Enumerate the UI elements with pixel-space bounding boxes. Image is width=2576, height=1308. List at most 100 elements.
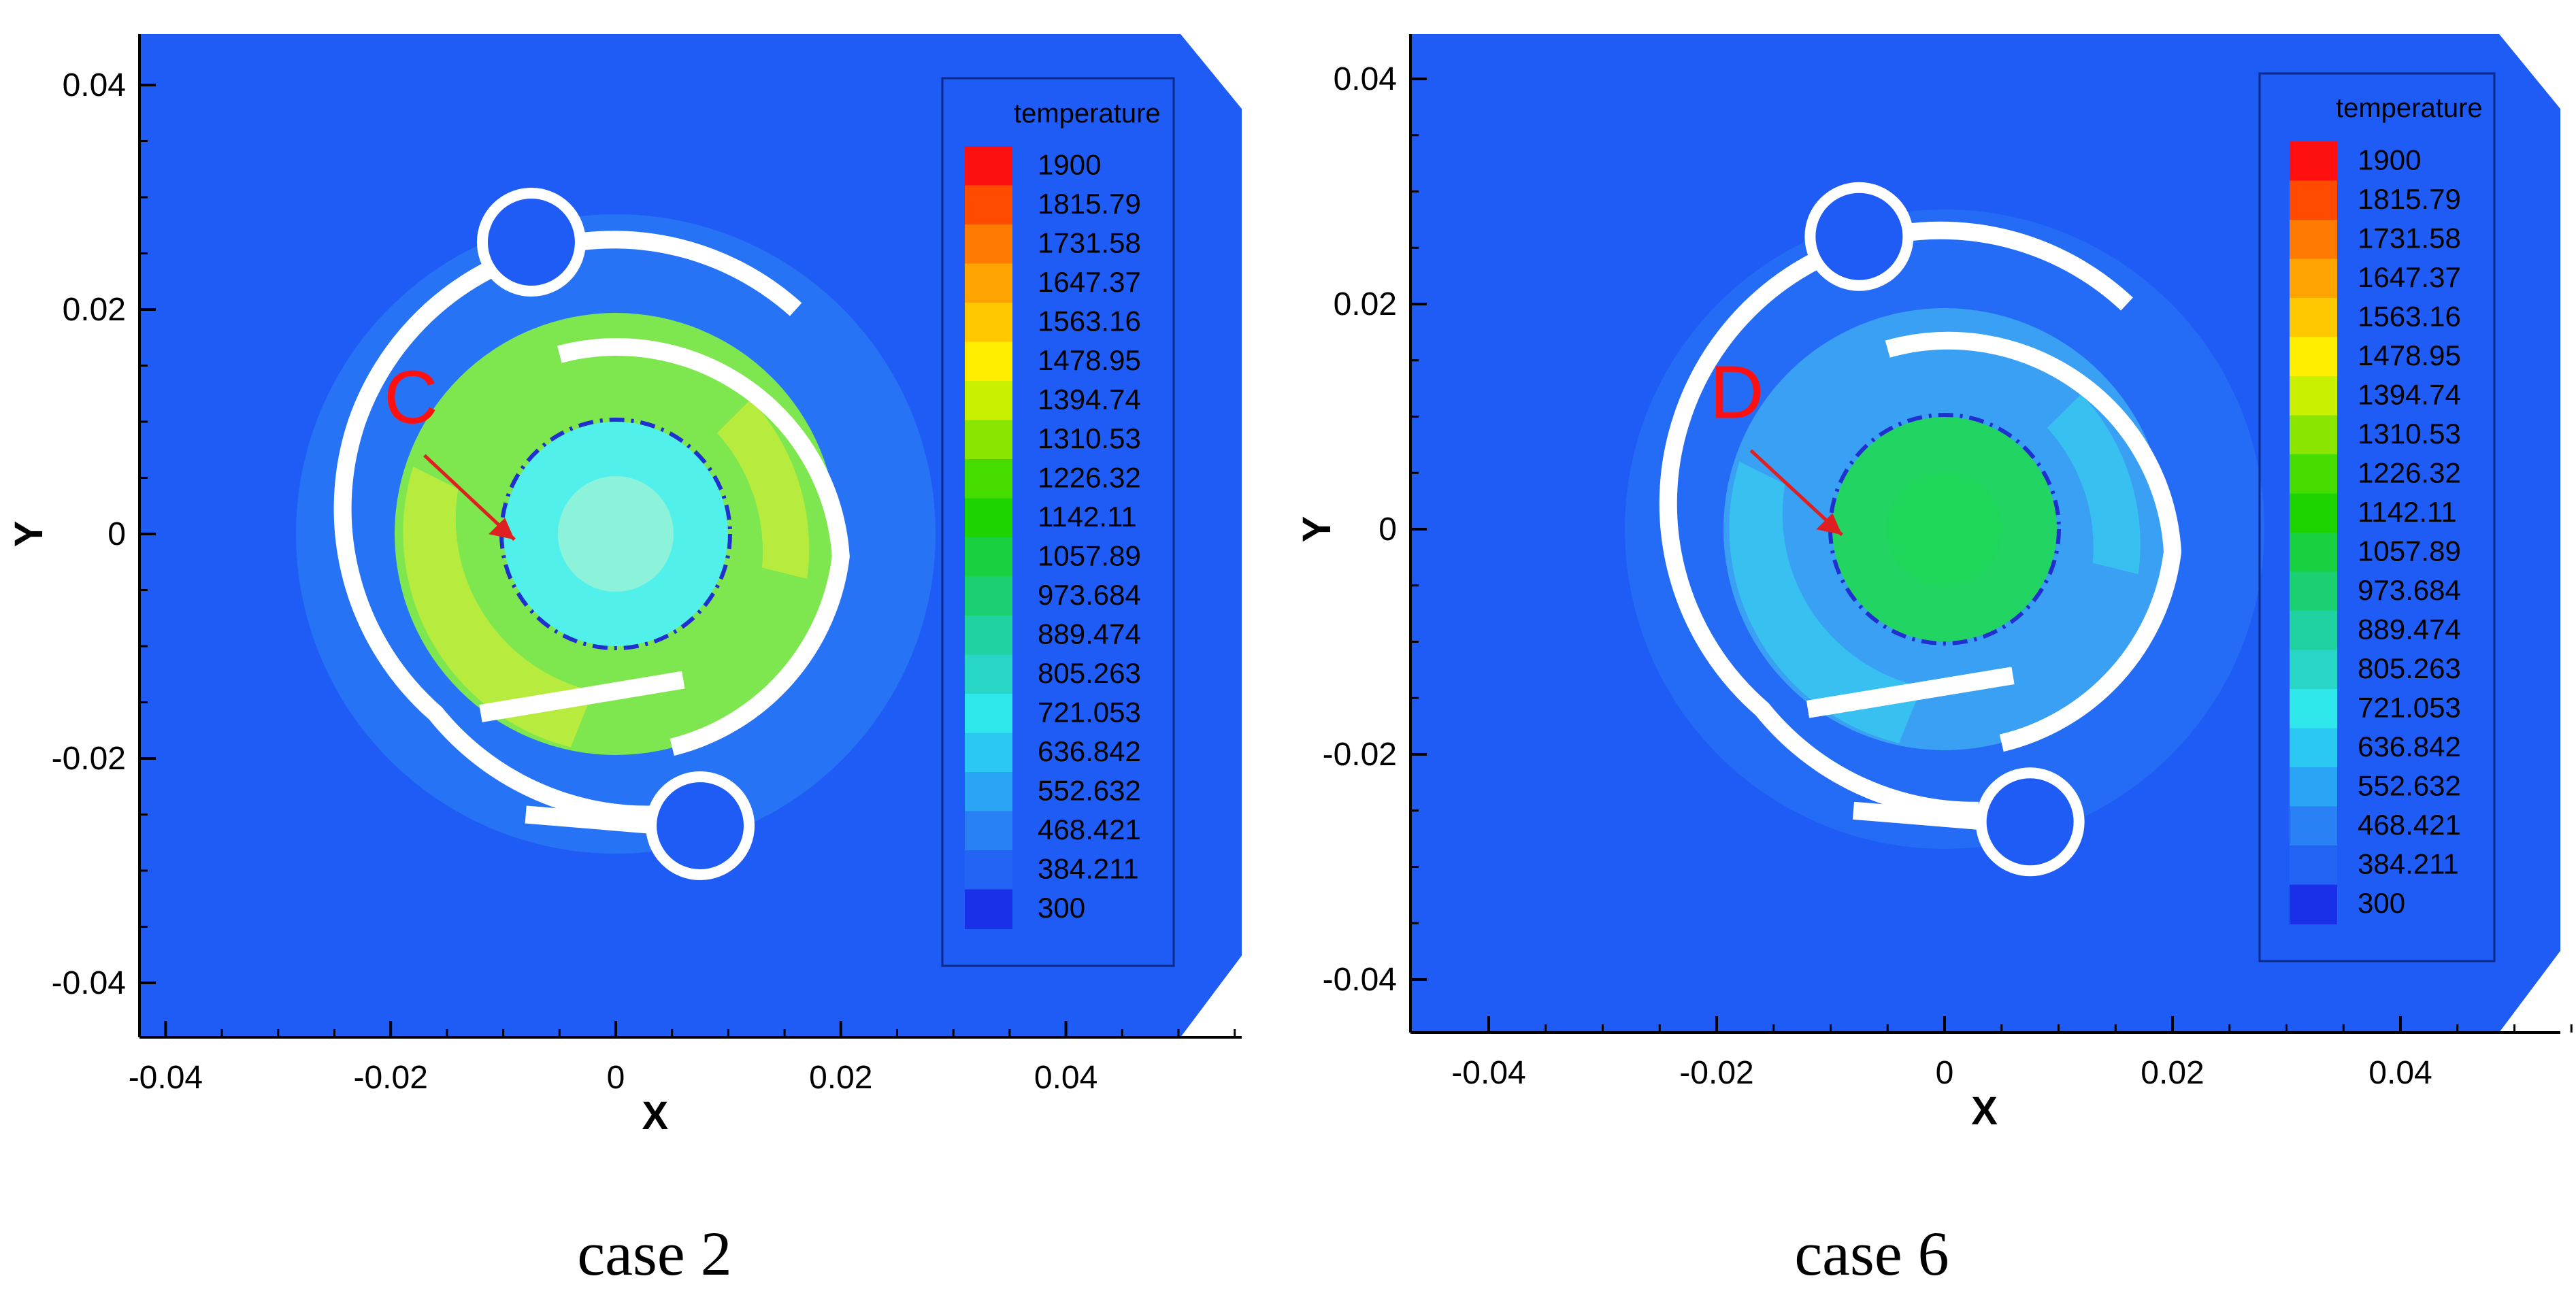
legend-level-label: 1226.32 xyxy=(1038,461,1141,493)
legend-swatch xyxy=(965,850,1012,890)
outer-swirl-wall xyxy=(1659,221,2133,820)
x-tick-label: -0.02 xyxy=(1679,1055,1753,1091)
legend-level-label: 1478.95 xyxy=(1038,344,1141,376)
legend-level-label: 1647.37 xyxy=(1038,266,1141,298)
legend-swatch xyxy=(2290,220,2337,260)
inner-swirl-wall xyxy=(557,338,850,756)
x-tick-label: 0.02 xyxy=(2141,1055,2204,1091)
x-tick-label: -0.04 xyxy=(129,1060,203,1096)
x-tick-label: 0 xyxy=(607,1060,625,1096)
legend-swatch xyxy=(2290,337,2337,377)
legend-swatch xyxy=(2290,258,2337,299)
legend-swatch xyxy=(965,772,1012,812)
y-tick-label: 0.02 xyxy=(1334,286,1397,322)
legend-level-label: 889.474 xyxy=(2358,613,2461,645)
legend-level-label: 1310.53 xyxy=(2358,418,2461,450)
legend-level-label: 384.211 xyxy=(2358,848,2459,879)
legend-level-label: 1815.79 xyxy=(1038,188,1141,220)
panel-caption: case 2 xyxy=(577,1219,732,1288)
legend-level-label: 1731.58 xyxy=(2358,222,2461,254)
legend-level-label: 1142.11 xyxy=(2358,496,2457,528)
y-tick-label: 0 xyxy=(1378,512,1397,548)
legend-swatch xyxy=(965,654,1012,694)
inlet-circle-bottom xyxy=(646,771,755,880)
outer-swirl-wall xyxy=(333,231,802,824)
inlet-circle-top xyxy=(476,188,586,297)
legend-level-label: 300 xyxy=(1038,892,1085,924)
core-center xyxy=(1887,471,2002,587)
legend-level-label: 300 xyxy=(2358,887,2405,919)
legend-level-label: 889.474 xyxy=(1038,618,1141,650)
y-tick-label: -0.04 xyxy=(1323,962,1397,998)
legend-swatch xyxy=(965,381,1012,421)
hot-streak xyxy=(1729,461,1922,743)
legend-swatch xyxy=(965,224,1012,265)
legend-level-label: 1900 xyxy=(2358,144,2421,175)
legend-level-label: 1057.89 xyxy=(2358,535,2461,567)
y-tick-label: 0 xyxy=(108,516,126,552)
y-tick-label: -0.02 xyxy=(52,741,126,777)
arrow-head xyxy=(1816,513,1843,535)
legend-level-label: 468.421 xyxy=(2358,809,2461,841)
y-tick-label: -0.04 xyxy=(52,965,126,1001)
legend-swatch xyxy=(2290,767,2337,807)
legend-swatch xyxy=(965,420,1012,460)
legend-swatch xyxy=(2290,611,2337,651)
legend-title: temperature xyxy=(1014,99,1161,129)
legend-level-label: 1057.89 xyxy=(1038,539,1141,571)
legend-swatch xyxy=(2290,650,2337,690)
legend-swatch xyxy=(965,811,1012,851)
legend-swatch xyxy=(965,146,1012,186)
x-tick-label: 0 xyxy=(1936,1055,1954,1091)
legend-swatch xyxy=(2290,141,2337,182)
panel-caption: case 6 xyxy=(1794,1219,1949,1288)
legend-level-label: 721.053 xyxy=(1038,696,1141,728)
y-tick-label: 0.04 xyxy=(1334,61,1397,97)
legend-swatch xyxy=(965,498,1012,538)
x-tick-label: -0.02 xyxy=(353,1060,427,1096)
legend-level-label: 636.842 xyxy=(2358,731,2461,762)
legend-title: temperature xyxy=(2336,93,2483,123)
legend-swatch xyxy=(965,576,1012,616)
y-tick-label: -0.02 xyxy=(1323,737,1397,773)
legend-swatch xyxy=(2290,376,2337,416)
location-label: C xyxy=(384,356,437,439)
legend-swatch xyxy=(965,537,1012,577)
y-tick-label: 0.02 xyxy=(63,292,126,328)
legend-swatch xyxy=(965,459,1012,499)
legend-swatch xyxy=(2290,728,2337,768)
legend-swatch xyxy=(965,185,1012,225)
inlet-circle-top xyxy=(1804,182,1914,291)
legend-swatch xyxy=(2290,298,2337,338)
legend-swatch xyxy=(965,341,1012,382)
legend-swatch xyxy=(2290,571,2337,611)
legend-swatch xyxy=(965,733,1012,773)
legend-swatch xyxy=(965,303,1012,343)
legend-swatch xyxy=(2290,845,2337,886)
x-tick-label: -0.04 xyxy=(1451,1055,1525,1091)
legend-level-label: 973.684 xyxy=(2358,574,2461,606)
legend-level-label: 805.263 xyxy=(1038,657,1141,689)
legend-level-label: 1394.74 xyxy=(1038,383,1141,415)
legend-level-label: 636.842 xyxy=(1038,735,1141,767)
hot-streak xyxy=(716,399,810,579)
legend-level-label: 1563.16 xyxy=(2358,300,2461,332)
inner-swirl-wall xyxy=(479,671,685,722)
legend-swatch xyxy=(965,889,1012,929)
legend-swatch xyxy=(2290,533,2337,573)
legend-level-label: 805.263 xyxy=(2358,652,2461,684)
legend-swatch xyxy=(2290,415,2337,455)
legend-level-label: 552.632 xyxy=(1038,774,1141,806)
y-tick-label: 0.04 xyxy=(63,67,126,103)
x-axis-label: X xyxy=(1971,1089,1998,1133)
inner-swirl-wall xyxy=(1885,331,2182,752)
hot-streak xyxy=(2047,394,2141,575)
legend-level-label: 1815.79 xyxy=(2358,183,2461,215)
inlet-circle-bottom xyxy=(1975,767,2085,877)
core-center xyxy=(558,476,674,592)
legend-level-label: 1647.37 xyxy=(2358,261,2461,293)
location-label: D xyxy=(1710,350,1764,434)
